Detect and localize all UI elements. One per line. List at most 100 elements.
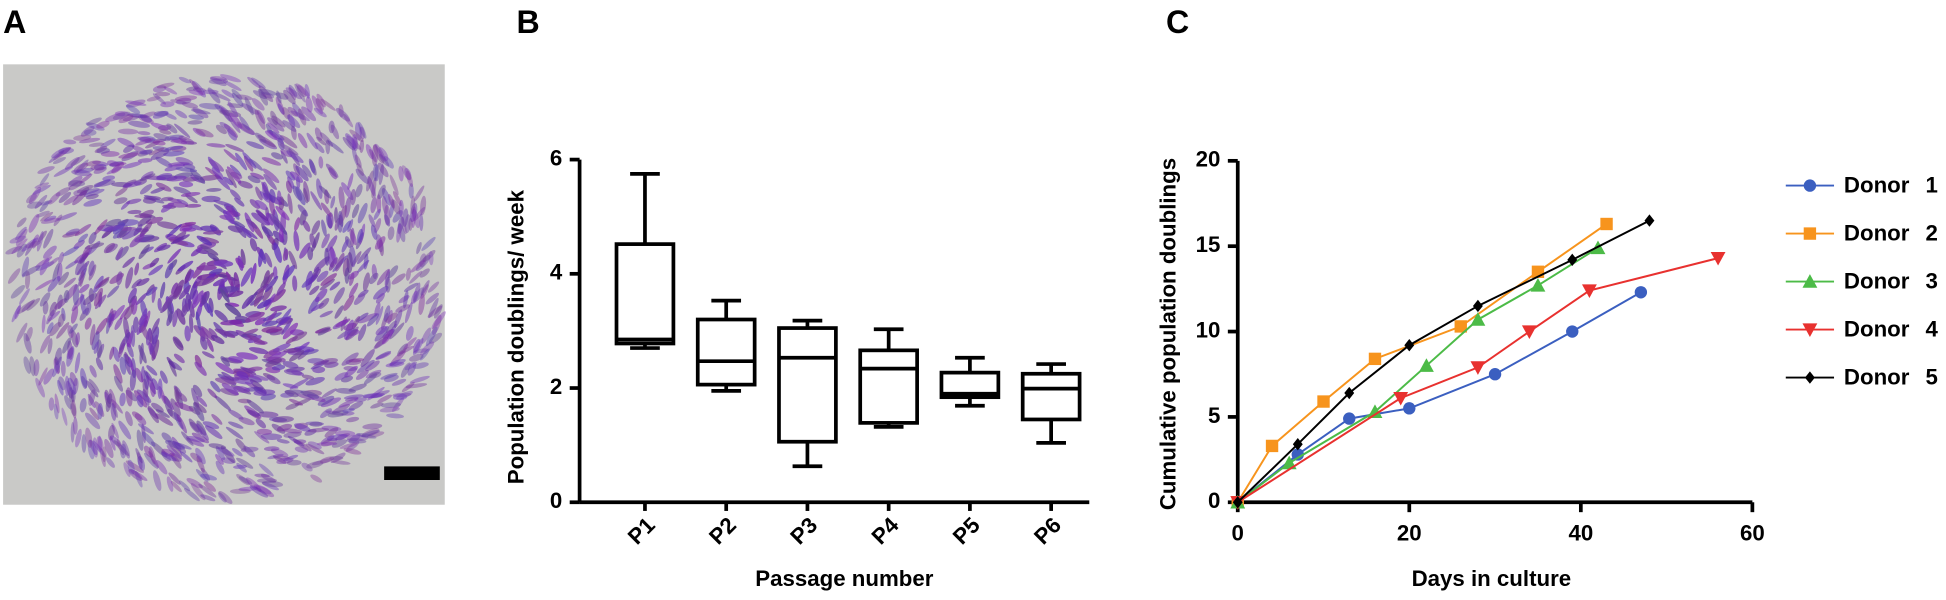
cell [214,309,228,322]
cell [70,389,76,403]
cell [316,178,323,199]
cell [5,246,23,255]
cell [89,323,96,346]
cell [403,337,417,350]
cell [109,346,115,360]
cell [75,428,82,448]
cell [118,114,134,124]
cell [409,202,418,223]
cell [160,196,174,202]
cell [113,364,123,384]
cell [254,132,267,143]
cell [306,132,318,150]
cell [260,248,267,264]
cell [227,225,243,233]
cell [170,480,182,493]
cell [85,193,99,200]
cell [256,428,273,435]
cell [10,284,26,299]
cell [371,143,379,167]
cell [65,228,80,236]
cell [404,361,417,371]
cell [166,356,176,369]
cell [311,458,333,466]
cell [128,356,134,372]
cell [160,101,175,108]
cell [334,305,344,319]
x-axis-label: Days in culture [1412,566,1572,591]
cell [366,313,380,327]
cell [28,186,42,205]
cell [19,288,30,305]
cell [123,181,142,188]
cell [151,318,160,335]
cell [165,145,184,151]
cell [187,120,203,125]
cell [432,314,442,336]
cell [406,170,414,188]
cell [320,437,338,447]
cell [15,228,28,246]
cell [227,128,237,141]
cell [21,299,35,312]
cell [57,294,63,310]
cell [362,393,383,399]
cell [320,98,336,111]
cell [413,338,421,353]
cell [254,199,268,211]
cell [420,341,435,356]
cell [416,242,422,255]
cell [285,402,300,410]
cell [68,180,86,187]
cell [116,438,125,456]
cell [174,386,180,404]
cell [155,409,170,418]
cell [49,322,61,337]
cell [198,103,221,110]
cell [343,447,362,455]
cell [260,276,268,289]
cell [206,143,226,148]
cell [412,362,429,369]
cell [211,167,224,180]
cell [221,89,235,98]
cell [71,169,92,177]
cell [21,256,30,278]
cell [287,113,296,128]
cell [270,448,289,458]
cell [248,347,269,355]
cell [23,333,32,354]
cell [122,256,135,268]
cell [125,104,141,114]
cell [72,417,78,435]
cell [306,460,324,469]
cell [150,149,170,160]
cell [219,288,230,303]
cell [105,393,113,413]
cell [233,464,247,469]
cell [374,236,386,250]
cell [220,376,240,381]
cell [297,204,309,217]
cell [122,440,131,459]
cell [262,285,273,301]
cell [289,378,309,390]
cell [251,77,266,89]
cell [282,361,299,369]
cell [178,76,192,84]
cell [289,350,305,362]
cell [320,202,332,217]
cell [137,158,153,163]
cell [167,202,189,208]
cell [135,137,154,146]
cell [214,377,237,385]
cell [163,395,173,417]
cell [207,388,218,399]
marker [1344,386,1355,400]
cell [366,170,374,192]
cell [211,414,223,425]
cell [294,446,309,453]
cell [43,228,54,249]
cell [354,397,367,403]
cell [16,217,27,228]
